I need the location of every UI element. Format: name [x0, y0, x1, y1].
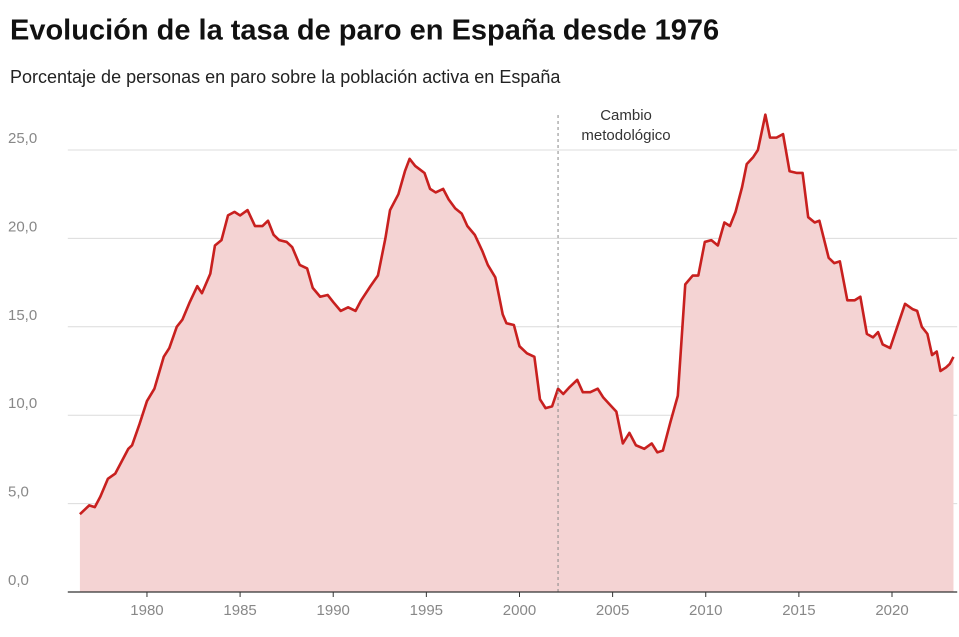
chart-subtitle: Porcentaje de personas en paro sobre la …	[10, 67, 561, 87]
x-tick-label: 2015	[782, 602, 815, 619]
y-tick-label: 15,0	[8, 307, 37, 324]
x-tick-label: 1990	[317, 602, 350, 619]
line	[79, 113, 955, 516]
x-tick-label: 1985	[223, 602, 256, 619]
x-tick-label: 2020	[875, 602, 908, 619]
x-tick-label: 1980	[130, 602, 163, 619]
y-tick-label: 0,0	[8, 572, 29, 589]
y-tick-label: 10,0	[8, 395, 37, 412]
y-tick-label: 25,0	[8, 130, 37, 147]
area	[79, 114, 954, 592]
annotation-text: metodológico	[581, 127, 670, 144]
y-tick-label: 20,0	[8, 218, 37, 235]
x-tick-label: 2010	[689, 602, 722, 619]
y-tick-label: 5,0	[8, 484, 29, 501]
x-tick-label: 2000	[503, 602, 536, 619]
x-tick-label: 2005	[596, 602, 629, 619]
annotation-text: Cambio	[600, 107, 652, 124]
chart-title: Evolución de la tasa de paro en España d…	[10, 15, 719, 47]
x-tick-label: 1995	[410, 602, 443, 619]
